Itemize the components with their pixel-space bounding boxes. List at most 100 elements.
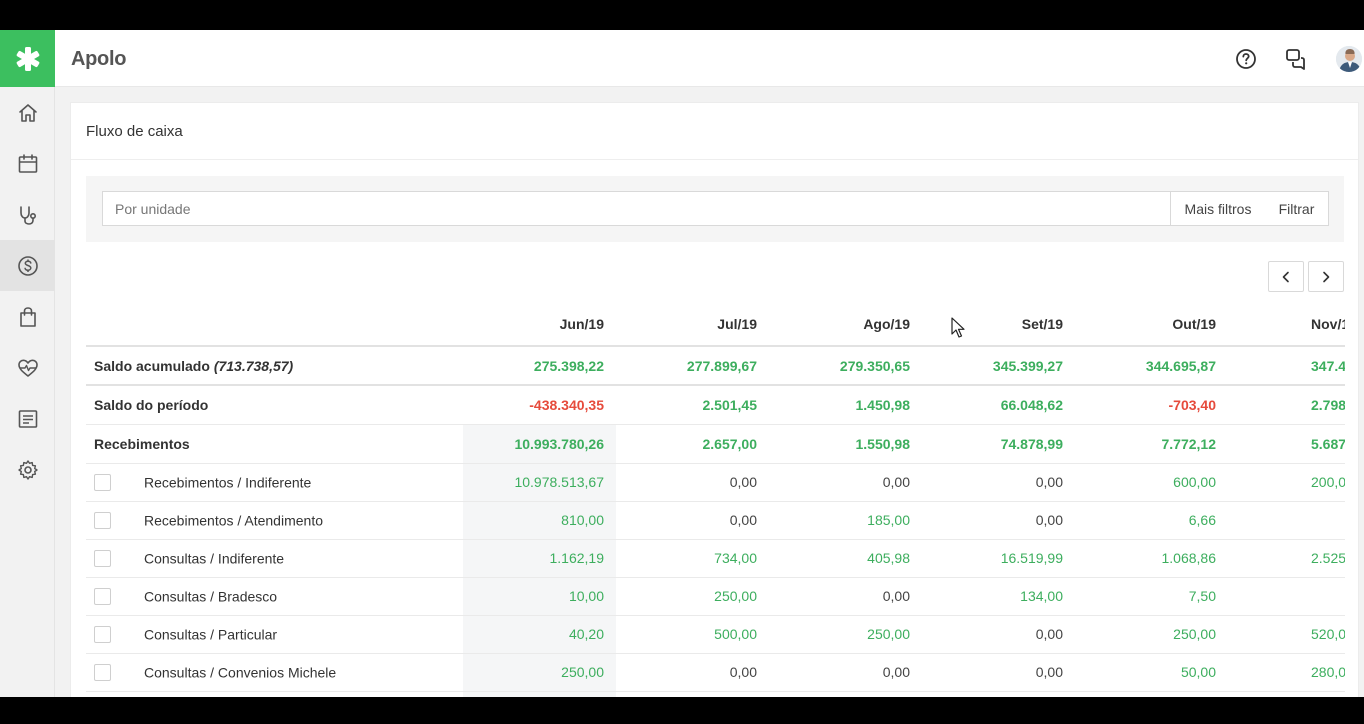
cell-value: 2.657,00 — [616, 424, 769, 464]
cell-value: 1.162,19 — [463, 539, 616, 578]
sidebar-item-stock[interactable] — [0, 291, 55, 342]
row-checkbox[interactable] — [94, 587, 111, 605]
cell-value: 0,00 — [769, 577, 922, 616]
table-row: Consultas / Bradesco 10,00 250,00 0,00 134,0… — [86, 577, 1345, 616]
cash-flow-table: Jun/19 Jul/19 Ago/19 Set/19 Out/19 Nov/1… — [86, 303, 1345, 697]
cell-value: 0,00 — [922, 615, 1075, 654]
cell-value: 0,00 — [922, 501, 1075, 540]
cell-value: -438.340,35 — [463, 385, 616, 425]
row-label: Recebimentos — [86, 424, 463, 464]
sidebar-item-finance[interactable] — [0, 240, 55, 291]
mouse-cursor-icon — [951, 317, 965, 338]
column-header[interactable]: Jun/19 — [463, 303, 616, 347]
row-label-text: Saldo do período — [94, 396, 209, 413]
top-bar: Apolo — [0, 30, 1364, 87]
row-label: Saldo do período — [86, 385, 463, 425]
row-checkbox[interactable] — [94, 625, 111, 643]
chat-icon[interactable] — [1284, 47, 1308, 71]
column-header[interactable]: Out/19 — [1075, 303, 1228, 347]
previous-period-button[interactable] — [1268, 261, 1304, 292]
summary-row: Recebimentos 10.993.780,26 2.657,00 1.550,9… — [86, 424, 1345, 464]
dollar-icon — [17, 255, 38, 276]
filter-button[interactable]: Filtrar — [1265, 191, 1329, 226]
sidebar-item-settings[interactable] — [0, 444, 55, 495]
cell-value: 810,00 — [463, 501, 616, 540]
row-label: Consultas / Particular — [86, 615, 463, 654]
gear-icon — [17, 459, 38, 480]
row-label-text: Consultas / Indiferente — [144, 550, 285, 567]
cell-value: 1.068,86 — [1075, 539, 1228, 578]
letterbox-bottom — [0, 697, 1364, 724]
row-label-text: Recebimentos / Indiferente — [144, 474, 312, 491]
cell-value: 279.350,65 — [769, 346, 922, 386]
sidebar-item-attendance[interactable] — [0, 189, 55, 240]
sidebar-item-health[interactable] — [0, 342, 55, 393]
cell-value: 40,20 — [463, 615, 616, 654]
cell-value — [922, 691, 1075, 697]
column-header[interactable]: Ago/19 — [769, 303, 922, 347]
table-row: Consultas / Convenios Michele 250,00 0,00 0… — [86, 653, 1345, 692]
row-label-text: Recebimentos / Atendimento — [144, 512, 323, 529]
cell-value: 10.978.513,67 — [463, 463, 616, 502]
cell-value: 1.450,98 — [769, 385, 922, 425]
cell-value: 280,00 — [1228, 653, 1345, 692]
next-period-button[interactable] — [1308, 261, 1344, 292]
cell-value: 2.798,35 — [1228, 385, 1345, 425]
cell-value: 0,00 — [616, 463, 769, 502]
row-checkbox[interactable] — [94, 549, 111, 567]
column-header[interactable]: Nov/19 — [1228, 303, 1345, 347]
cash-flow-table-wrap: Jun/19 Jul/19 Ago/19 Set/19 Out/19 Nov/1… — [86, 303, 1345, 697]
cell-value: 0,00 — [769, 463, 922, 502]
cell-value: 250,00 — [769, 615, 922, 654]
cell-value: 16.519,99 — [922, 539, 1075, 578]
table-header-row: Jun/19 Jul/19 Ago/19 Set/19 Out/19 Nov/1… — [86, 303, 1345, 347]
row-checkbox[interactable] — [94, 473, 111, 491]
cell-value: 0,00 — [922, 653, 1075, 692]
cell-value: 10,00 — [463, 577, 616, 616]
row-label: Recebimentos / Indiferente — [86, 463, 463, 502]
row-label-text: Consultas / Particular — [144, 626, 278, 643]
page-title: Fluxo de caixa — [86, 123, 183, 140]
cell-value: 405,98 — [769, 539, 922, 578]
cell-value: 185,00 — [769, 501, 922, 540]
cell-value: 2.501,45 — [616, 385, 769, 425]
filter-panel: Mais filtros Filtrar — [86, 176, 1344, 242]
header-label-column — [86, 303, 463, 347]
cell-value: 250,00 — [463, 653, 616, 692]
table-row — [86, 691, 1345, 697]
app-logo[interactable] — [0, 30, 55, 87]
row-checkbox[interactable] — [94, 511, 111, 529]
report-icon — [18, 409, 37, 428]
summary-row: Saldo do período -438.340,35 2.501,45 1.450… — [86, 385, 1345, 425]
row-label: Consultas / Convenios Michele — [86, 653, 463, 692]
row-label-text: Recebimentos — [94, 435, 190, 452]
more-filters-button[interactable]: Mais filtros — [1170, 191, 1266, 226]
sidebar-item-reports[interactable] — [0, 393, 55, 444]
cell-value: 1.550,98 — [769, 424, 922, 464]
cell-value — [1228, 577, 1345, 616]
cell-value: -703,40 — [1075, 385, 1228, 425]
cell-value: 5.687,25 — [1228, 424, 1345, 464]
help-icon[interactable] — [1234, 47, 1258, 71]
row-checkbox[interactable] — [94, 663, 111, 681]
heart-rate-icon — [17, 359, 38, 377]
cell-value: 0,00 — [922, 463, 1075, 502]
column-header[interactable]: Jul/19 — [616, 303, 769, 347]
user-avatar[interactable] — [1336, 46, 1362, 72]
sidebar — [0, 87, 55, 697]
row-label-text: Consultas / Convenios Michele — [144, 664, 337, 681]
asterisk-logo-icon — [16, 46, 39, 71]
row-label — [86, 691, 463, 697]
unit-filter-input[interactable] — [102, 191, 1171, 226]
cell-value: 347.494,22 — [1228, 346, 1345, 386]
cell-value — [769, 691, 922, 697]
cell-value: 74.878,99 — [922, 424, 1075, 464]
sidebar-item-home[interactable] — [0, 87, 55, 138]
chevron-right-icon — [1323, 271, 1330, 282]
cell-value: 0,00 — [769, 653, 922, 692]
table-row: Recebimentos / Atendimento 810,00 0,00 185,… — [86, 501, 1345, 540]
row-label-total: (713.738,57) — [213, 357, 294, 374]
column-header[interactable]: Set/19 — [922, 303, 1075, 347]
sidebar-item-calendar[interactable] — [0, 138, 55, 189]
row-label: Consultas / Indiferente — [86, 539, 463, 578]
